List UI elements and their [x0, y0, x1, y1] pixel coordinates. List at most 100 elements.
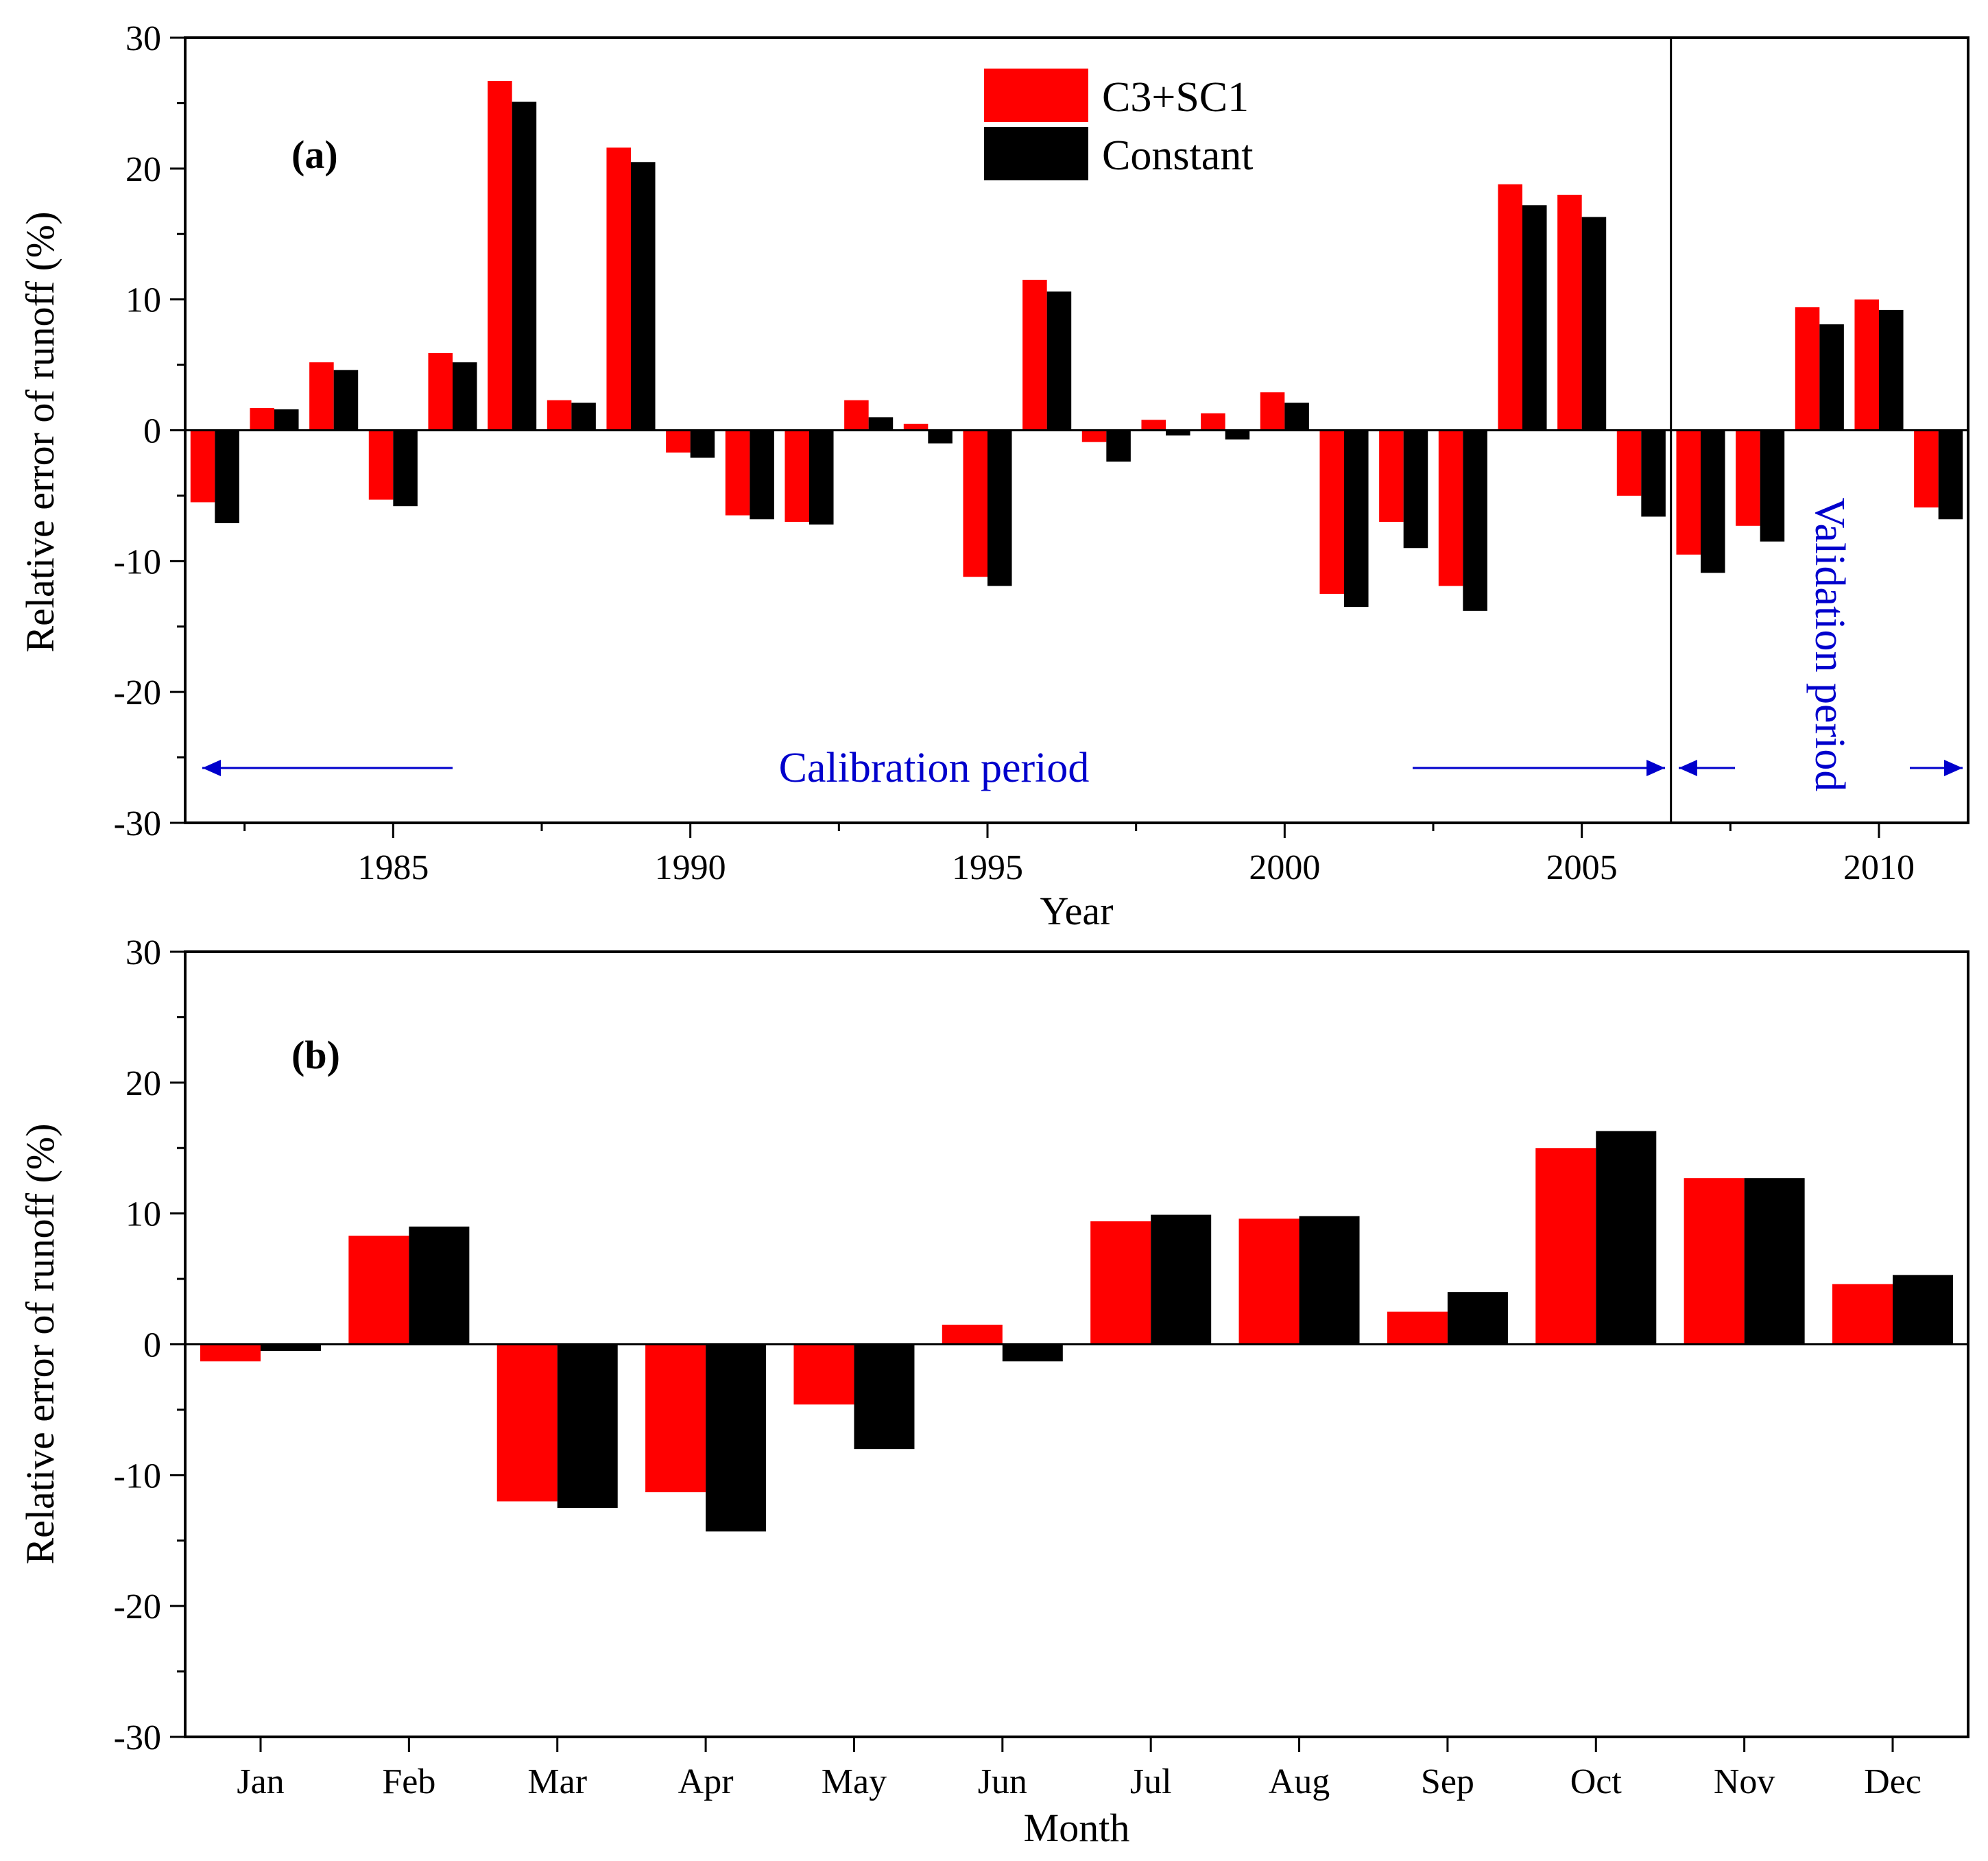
- bar-constant-1991: [750, 430, 774, 520]
- bar-constant-2003: [1463, 430, 1487, 611]
- bar-constant-1990: [690, 430, 715, 458]
- panel-a-y-axis-title: Relative error of runoff (%): [18, 211, 62, 652]
- bar-constant-1983: [274, 409, 299, 431]
- bar-c3sc1-1993: [844, 400, 869, 431]
- panel-a-chart: -30 -20 -10 0 10 20 30 1985 1990 1995 2000 2005 201…: [18, 19, 1969, 933]
- bar-constant-1999: [1225, 430, 1250, 440]
- bar-constant-2005: [1581, 217, 1607, 431]
- bar-c3sc1-1998: [1141, 420, 1166, 431]
- bar-c3sc1-1991: [725, 430, 750, 516]
- bar-constant-feb: [409, 1226, 470, 1345]
- y-tick-label: 30: [125, 933, 161, 972]
- bar-constant-oct: [1596, 1131, 1657, 1345]
- bar-c3sc1-1994: [903, 423, 929, 431]
- panel-a-x-axis: 1985 1990 1995 2000 2005 2010: [243, 823, 1915, 887]
- bar-constant-1995: [987, 430, 1012, 586]
- bar-c3sc1-jan: [200, 1344, 261, 1362]
- bar-constant-2009: [1819, 324, 1844, 431]
- bar-c3sc1-1984: [309, 362, 334, 431]
- bar-constant-1989: [631, 162, 656, 431]
- bar-constant-1982: [215, 430, 239, 523]
- legend: C3+SC1 Constant: [984, 69, 1253, 180]
- bar-c3sc1-2006: [1616, 430, 1642, 496]
- bar-constant-1993: [868, 417, 894, 431]
- bar-c3sc1-1982: [190, 430, 215, 503]
- bar-c3sc1-sep: [1387, 1311, 1448, 1345]
- bar-constant-1986: [453, 362, 477, 431]
- bar-c3sc1-2010: [1854, 299, 1879, 431]
- bar-c3sc1-dec: [1832, 1284, 1893, 1345]
- bar-c3sc1-1996: [1022, 280, 1047, 431]
- panel-b-y-axis-title: Relative error of runoff (%): [18, 1123, 62, 1564]
- x-tick-label: 1985: [357, 848, 429, 887]
- bar-constant-may: [854, 1344, 915, 1450]
- bar-constant-jun: [1002, 1344, 1063, 1362]
- bar-constant-jul: [1151, 1214, 1212, 1345]
- bar-c3sc1-2005: [1557, 195, 1582, 431]
- bar-constant-mar: [557, 1344, 618, 1509]
- x-tick-label: Sep: [1421, 1762, 1474, 1801]
- x-tick-label: 2010: [1843, 848, 1915, 887]
- panel-a-label: (a): [291, 132, 338, 177]
- validation-period-label: Validation period: [1806, 498, 1853, 792]
- bar-c3sc1-1988: [547, 400, 572, 431]
- bar-constant-2002: [1403, 430, 1428, 549]
- bar-c3sc1-2001: [1319, 430, 1344, 595]
- bar-constant-2008: [1760, 430, 1785, 542]
- bar-c3sc1-1999: [1201, 413, 1225, 431]
- bar-c3sc1-aug: [1238, 1218, 1300, 1345]
- bar-constant-1987: [512, 101, 537, 431]
- panel-b-label: (b): [291, 1033, 340, 1077]
- panel-b-x-axis: Jan Feb Mar Apr May Jun Jul Aug Sep Oct Nov Dec: [237, 1737, 1921, 1801]
- bar-c3sc1-1992: [785, 430, 809, 523]
- bar-c3sc1-oct: [1535, 1148, 1596, 1345]
- bar-constant-1984: [333, 370, 359, 431]
- bar-constant-1985: [393, 430, 418, 507]
- x-tick-label: Jan: [237, 1762, 284, 1801]
- panel-b-bars: [200, 1131, 1953, 1532]
- panel-a-x-axis-title: Year: [1040, 889, 1114, 933]
- bar-c3sc1-may: [793, 1344, 854, 1405]
- legend-swatch-c3sc1: [984, 69, 1088, 122]
- bar-constant-aug: [1299, 1216, 1360, 1345]
- y-tick-label: 30: [125, 19, 161, 58]
- calibration-period-label: Calibration period: [779, 745, 1090, 791]
- x-tick-label: Jul: [1130, 1762, 1172, 1801]
- panel-b-x-axis-title: Month: [1024, 1805, 1130, 1850]
- y-tick-label: -30: [114, 1718, 161, 1757]
- bar-c3sc1-feb: [348, 1236, 409, 1345]
- bar-constant-sep: [1447, 1292, 1508, 1345]
- bar-c3sc1-2011: [1914, 430, 1939, 508]
- y-tick-label: -10: [114, 1456, 161, 1496]
- panel-a-y-axis: -30 -20 -10 0 10 20 30: [114, 19, 185, 843]
- bar-constant-2010: [1879, 309, 1904, 431]
- y-tick-label: -10: [114, 542, 161, 581]
- y-tick-label: 20: [125, 1064, 161, 1103]
- bar-c3sc1-2009: [1795, 307, 1820, 431]
- legend-swatch-constant: [984, 127, 1088, 180]
- y-tick-label: -30: [114, 804, 161, 843]
- bar-c3sc1-2000: [1260, 392, 1285, 431]
- bar-c3sc1-jul: [1090, 1221, 1151, 1345]
- bar-c3sc1-2004: [1498, 184, 1522, 431]
- y-tick-label: 0: [143, 1326, 161, 1365]
- bar-constant-1998: [1166, 430, 1190, 436]
- bar-c3sc1-1987: [488, 80, 512, 431]
- bar-constant-2006: [1641, 430, 1666, 517]
- x-tick-label: 1995: [952, 848, 1023, 887]
- x-tick-label: Aug: [1269, 1762, 1330, 1801]
- bar-c3sc1-2007: [1676, 430, 1701, 555]
- x-tick-label: Nov: [1714, 1762, 1775, 1801]
- bar-constant-2001: [1344, 430, 1369, 608]
- bar-c3sc1-1989: [606, 147, 631, 431]
- panel-b-y-axis: -30 -20 -10 0 10 20 30: [114, 933, 185, 1757]
- bar-constant-2011: [1938, 430, 1963, 520]
- y-tick-label: -20: [114, 1587, 161, 1626]
- legend-label-constant: Constant: [1102, 132, 1253, 179]
- y-tick-label: -20: [114, 673, 161, 712]
- x-tick-label: Apr: [678, 1762, 734, 1801]
- bar-c3sc1-nov: [1684, 1178, 1745, 1345]
- x-tick-label: 1990: [655, 848, 726, 887]
- x-tick-label: Feb: [382, 1762, 435, 1801]
- bar-c3sc1-1995: [963, 430, 987, 577]
